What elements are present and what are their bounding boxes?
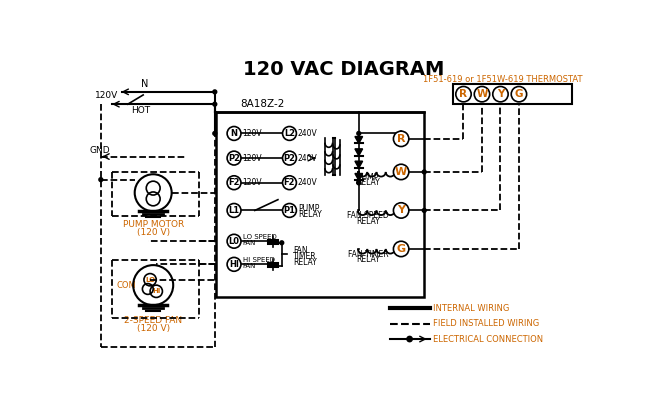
Text: LO SPEED: LO SPEED	[243, 234, 276, 240]
Circle shape	[393, 203, 409, 218]
Text: COM: COM	[117, 281, 136, 290]
Text: FAN: FAN	[293, 246, 308, 255]
Circle shape	[357, 181, 360, 185]
Text: 240V: 240V	[298, 129, 318, 138]
Text: GND: GND	[89, 146, 110, 155]
Text: HI: HI	[152, 288, 160, 294]
Text: RELAY: RELAY	[356, 217, 380, 225]
Circle shape	[227, 234, 241, 248]
Circle shape	[213, 132, 216, 135]
Text: W: W	[476, 89, 488, 99]
Text: ELECTRICAL CONNECTION: ELECTRICAL CONNECTION	[433, 334, 543, 344]
Bar	[454, 84, 572, 104]
Text: (120 V): (120 V)	[137, 228, 170, 237]
Text: RELAY: RELAY	[299, 210, 322, 219]
Circle shape	[357, 181, 360, 185]
Text: HI SPEED: HI SPEED	[243, 257, 275, 263]
Text: LO: LO	[145, 277, 155, 283]
Circle shape	[422, 209, 426, 212]
Circle shape	[474, 86, 490, 102]
Circle shape	[280, 241, 283, 245]
Text: HI: HI	[229, 260, 239, 269]
Text: PUMP MOTOR: PUMP MOTOR	[123, 220, 184, 230]
Text: PUMP: PUMP	[357, 173, 379, 182]
Text: PUMP: PUMP	[299, 204, 320, 212]
Text: 240V: 240V	[298, 154, 318, 163]
Text: INTERNAL WIRING: INTERNAL WIRING	[433, 304, 510, 313]
Circle shape	[492, 86, 508, 102]
Text: FAN SPEED: FAN SPEED	[347, 211, 389, 220]
Text: 120 VAC DIAGRAM: 120 VAC DIAGRAM	[243, 59, 444, 78]
Text: FAN TIMER: FAN TIMER	[348, 250, 389, 259]
Polygon shape	[355, 173, 362, 181]
Text: P2: P2	[283, 154, 295, 163]
Circle shape	[357, 132, 360, 135]
Circle shape	[227, 127, 241, 140]
Text: RELAY: RELAY	[356, 178, 380, 187]
Polygon shape	[355, 137, 362, 143]
Circle shape	[227, 176, 241, 190]
Text: 120V: 120V	[243, 178, 262, 187]
Text: G: G	[397, 244, 406, 254]
Circle shape	[227, 257, 241, 271]
Circle shape	[213, 90, 216, 94]
Text: HOT: HOT	[131, 106, 151, 115]
Text: R: R	[397, 134, 405, 144]
Text: L1: L1	[228, 206, 240, 215]
Circle shape	[456, 86, 471, 102]
Text: 8A18Z-2: 8A18Z-2	[241, 99, 285, 109]
Text: FAN: FAN	[243, 263, 256, 269]
Text: P2: P2	[228, 154, 240, 163]
Circle shape	[283, 151, 296, 165]
Text: L2: L2	[284, 129, 295, 138]
Text: Y: Y	[496, 89, 504, 99]
Text: L0: L0	[228, 237, 240, 246]
Text: FIELD INSTALLED WIRING: FIELD INSTALLED WIRING	[433, 319, 540, 328]
Circle shape	[393, 241, 409, 257]
Text: R: R	[460, 89, 468, 99]
Circle shape	[283, 204, 296, 217]
Text: F2: F2	[283, 178, 295, 187]
Text: N: N	[230, 129, 238, 138]
Text: 240V: 240V	[298, 178, 318, 187]
Polygon shape	[355, 149, 362, 156]
Text: 120V: 120V	[243, 154, 262, 163]
Text: W: W	[395, 167, 407, 177]
Text: 1F51-619 or 1F51W-619 THERMOSTAT: 1F51-619 or 1F51W-619 THERMOSTAT	[423, 75, 582, 84]
Circle shape	[511, 86, 527, 102]
Polygon shape	[355, 161, 362, 168]
Circle shape	[393, 164, 409, 180]
Circle shape	[283, 176, 296, 190]
Circle shape	[99, 178, 103, 181]
Text: 120V: 120V	[243, 129, 262, 138]
Circle shape	[227, 151, 241, 165]
Circle shape	[407, 336, 412, 342]
Text: P1: P1	[283, 206, 295, 215]
Text: F2: F2	[228, 178, 240, 187]
Circle shape	[422, 170, 426, 174]
Text: Y: Y	[397, 205, 405, 215]
Circle shape	[213, 102, 216, 106]
Circle shape	[283, 127, 296, 140]
Text: RELAY: RELAY	[293, 258, 317, 267]
Text: 120V: 120V	[94, 91, 118, 100]
Text: FAN: FAN	[243, 240, 256, 246]
Text: TIMER: TIMER	[293, 252, 317, 261]
Circle shape	[227, 204, 241, 217]
Text: N: N	[141, 79, 148, 89]
Bar	[216, 112, 424, 297]
Text: 2-SPEED FAN: 2-SPEED FAN	[124, 316, 182, 325]
Text: (120 V): (120 V)	[137, 323, 170, 333]
Text: RELAY: RELAY	[356, 255, 380, 264]
Text: G: G	[515, 89, 523, 99]
Circle shape	[393, 131, 409, 147]
